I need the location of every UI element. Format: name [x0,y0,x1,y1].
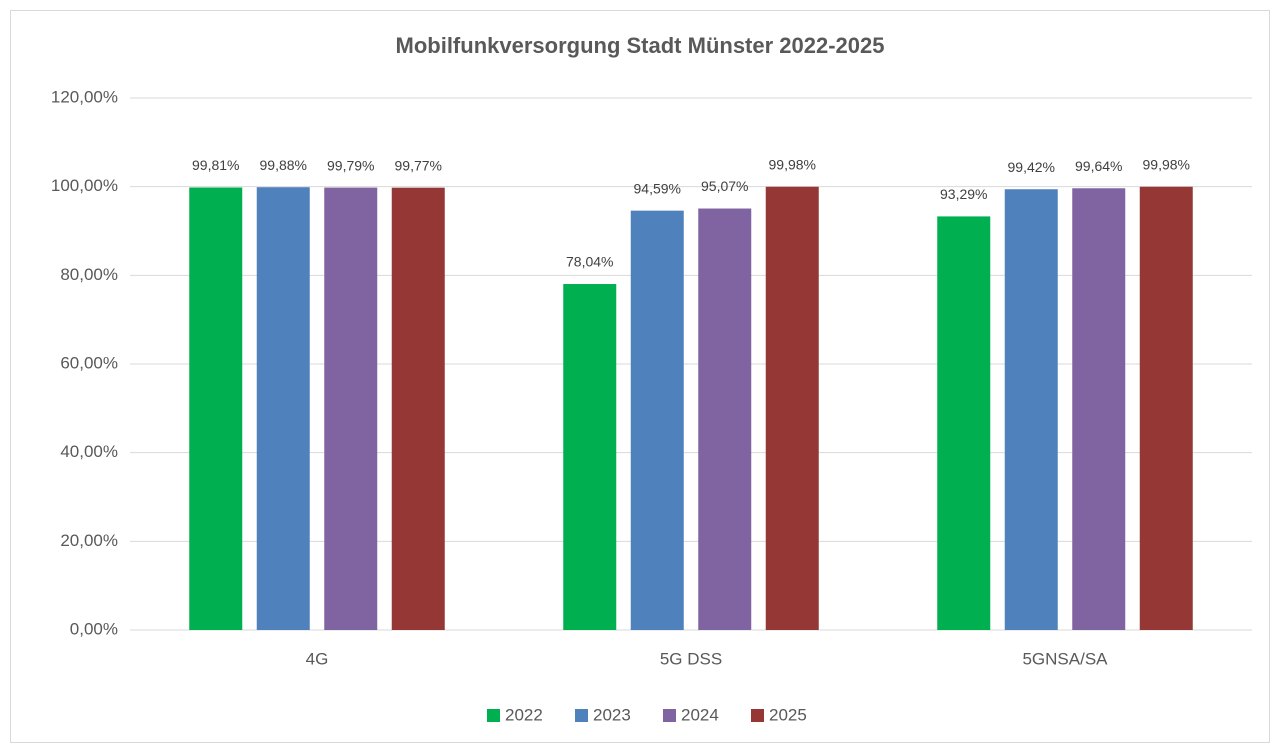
legend-swatch [487,709,500,722]
data-label: 99,98% [1143,156,1190,172]
legend-label: 2022 [505,705,543,724]
data-label: 94,59% [634,180,681,196]
y-tick-label: 20,00% [60,531,118,550]
bar [391,187,445,630]
bar [189,187,243,630]
x-tick-label: 5G DSS [660,649,722,668]
y-tick-label: 40,00% [60,442,118,461]
y-tick-label: 100,00% [51,176,118,195]
chart-title: Mobilfunkversorgung Stadt Münster 2022-2… [396,33,885,58]
legend-label: 2024 [681,705,719,724]
legend-label: 2023 [593,705,631,724]
legend-swatch [751,709,764,722]
data-label: 99,64% [1075,158,1122,174]
x-tick-label: 4G [306,649,329,668]
bar [1004,189,1058,630]
data-label: 93,29% [940,186,987,202]
y-tick-label: 80,00% [60,265,118,284]
legend-swatch [575,709,588,722]
data-label: 99,88% [260,157,307,173]
bar [1072,188,1126,630]
data-label: 99,77% [395,157,442,173]
bar [937,216,991,630]
bar [563,284,617,630]
y-tick-label: 0,00% [70,619,118,638]
data-label: 95,07% [701,178,748,194]
y-tick-label: 60,00% [60,353,118,372]
bar [1139,186,1193,630]
x-tick-label: 5GNSA/SA [1022,649,1108,668]
bar [765,186,819,630]
data-label: 99,42% [1008,159,1055,175]
data-label: 99,81% [192,157,239,173]
data-label: 99,98% [769,156,816,172]
data-label: 99,79% [327,157,374,173]
legend-label: 2025 [769,705,807,724]
legend-swatch [663,709,676,722]
data-label: 78,04% [566,254,613,270]
bar [630,210,684,630]
bar [256,187,310,630]
bar [698,208,752,630]
y-tick-label: 120,00% [51,87,118,106]
bar [324,187,378,631]
